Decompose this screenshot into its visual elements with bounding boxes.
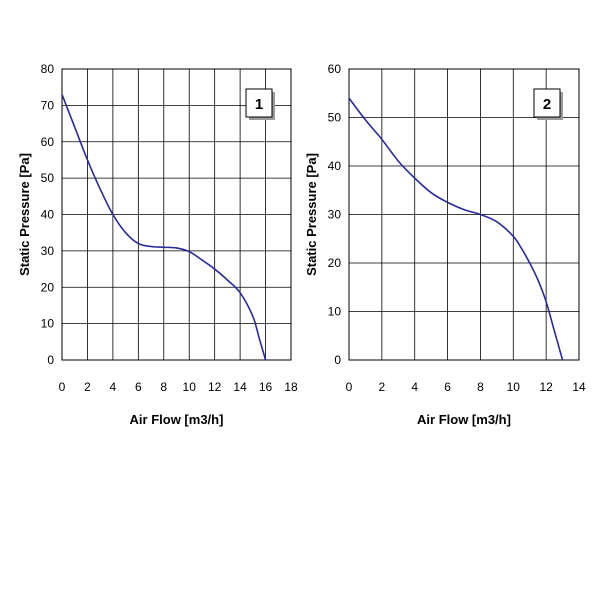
y-tick-label: 60 bbox=[328, 62, 342, 76]
data-point bbox=[86, 159, 88, 161]
x-tick-label: 18 bbox=[284, 380, 298, 394]
x-tick-label: 16 bbox=[259, 380, 273, 394]
y-tick-label: 80 bbox=[41, 62, 55, 76]
data-point bbox=[175, 247, 177, 249]
data-point bbox=[61, 93, 63, 95]
chart-number-label: 1 bbox=[255, 96, 263, 113]
data-point bbox=[201, 259, 203, 261]
data-point bbox=[364, 119, 366, 121]
y-tick-label: 40 bbox=[328, 159, 342, 173]
y-tick-label: 10 bbox=[328, 305, 342, 319]
data-point bbox=[561, 359, 563, 361]
y-axis-title: Static Pressure [Pa] bbox=[304, 153, 319, 276]
data-point bbox=[463, 208, 465, 210]
data-point bbox=[479, 213, 481, 215]
data-point bbox=[414, 177, 416, 179]
y-tick-label: 60 bbox=[41, 135, 55, 149]
data-point bbox=[239, 292, 241, 294]
data-point bbox=[99, 188, 101, 190]
x-tick-label: 10 bbox=[183, 380, 197, 394]
x-tick-label: 6 bbox=[444, 380, 451, 394]
x-tick-label: 12 bbox=[208, 380, 222, 394]
y-axis-title: Static Pressure [Pa] bbox=[17, 153, 32, 276]
data-point bbox=[252, 315, 254, 317]
data-point bbox=[137, 242, 139, 244]
plot-frame bbox=[348, 68, 580, 361]
y-tick-label: 50 bbox=[41, 171, 55, 185]
data-point bbox=[124, 231, 126, 233]
data-point bbox=[348, 97, 350, 99]
chart-number-badge bbox=[245, 88, 273, 118]
data-point bbox=[529, 262, 531, 264]
x-tick-label: 8 bbox=[477, 380, 484, 394]
data-point bbox=[74, 126, 76, 128]
pressure-curve bbox=[61, 94, 267, 361]
data-point bbox=[545, 301, 547, 303]
x-tick-label: 0 bbox=[59, 380, 66, 394]
x-tick-label: 14 bbox=[233, 380, 247, 394]
y-tick-label: 20 bbox=[328, 256, 342, 270]
data-point bbox=[264, 359, 266, 361]
y-tick-label: 10 bbox=[41, 317, 55, 331]
x-tick-label: 6 bbox=[135, 380, 142, 394]
x-tick-label: 4 bbox=[110, 380, 117, 394]
data-point bbox=[381, 138, 383, 140]
y-tick-label: 30 bbox=[41, 244, 55, 258]
x-tick-label: 2 bbox=[84, 380, 91, 394]
data-point bbox=[496, 221, 498, 223]
x-tick-label: 2 bbox=[379, 380, 386, 394]
x-axis-title: Air Flow [m3/h] bbox=[130, 412, 224, 427]
data-point bbox=[537, 279, 539, 281]
data-point bbox=[213, 268, 215, 270]
y-tick-label: 70 bbox=[41, 98, 55, 112]
y-tick-label: 20 bbox=[41, 280, 55, 294]
data-point bbox=[397, 160, 399, 162]
chart-2: 0 2 4 6 8 10 12 14 0 10 20 30 40 50 60 Air Flow [m3/h] S… bbox=[304, 62, 586, 427]
x-tick-label: 12 bbox=[539, 380, 553, 394]
data-point bbox=[226, 279, 228, 281]
data-point bbox=[112, 213, 114, 215]
y-tick-label: 40 bbox=[41, 208, 55, 222]
x-tick-label: 8 bbox=[160, 380, 167, 394]
data-point bbox=[430, 191, 432, 193]
chart-number-badge bbox=[533, 88, 561, 118]
x-axis-title: Air Flow [m3/h] bbox=[417, 412, 511, 427]
chart-1: 0 2 4 6 8 10 12 14 16 18 0 10 20 30 40 50 60 70 80 Air Flow… bbox=[17, 62, 298, 427]
x-tick-label: 14 bbox=[572, 380, 586, 394]
x-tick-label: 10 bbox=[507, 380, 521, 394]
y-tick-label: 0 bbox=[334, 353, 341, 367]
chart-number-label: 2 bbox=[543, 96, 551, 113]
y-tick-label: 0 bbox=[47, 353, 54, 367]
data-point bbox=[446, 201, 448, 203]
data-point bbox=[512, 235, 514, 237]
plot-frame bbox=[61, 68, 292, 361]
y-tick-label: 50 bbox=[328, 111, 342, 125]
pressure-curve bbox=[348, 97, 564, 361]
data-point bbox=[188, 250, 190, 252]
x-tick-label: 0 bbox=[346, 380, 353, 394]
data-point bbox=[520, 247, 522, 249]
data-point bbox=[163, 246, 165, 248]
x-tick-label: 4 bbox=[411, 380, 418, 394]
data-point bbox=[150, 245, 152, 247]
y-tick-label: 30 bbox=[328, 208, 342, 222]
data-point bbox=[258, 337, 260, 339]
data-point bbox=[553, 330, 555, 332]
